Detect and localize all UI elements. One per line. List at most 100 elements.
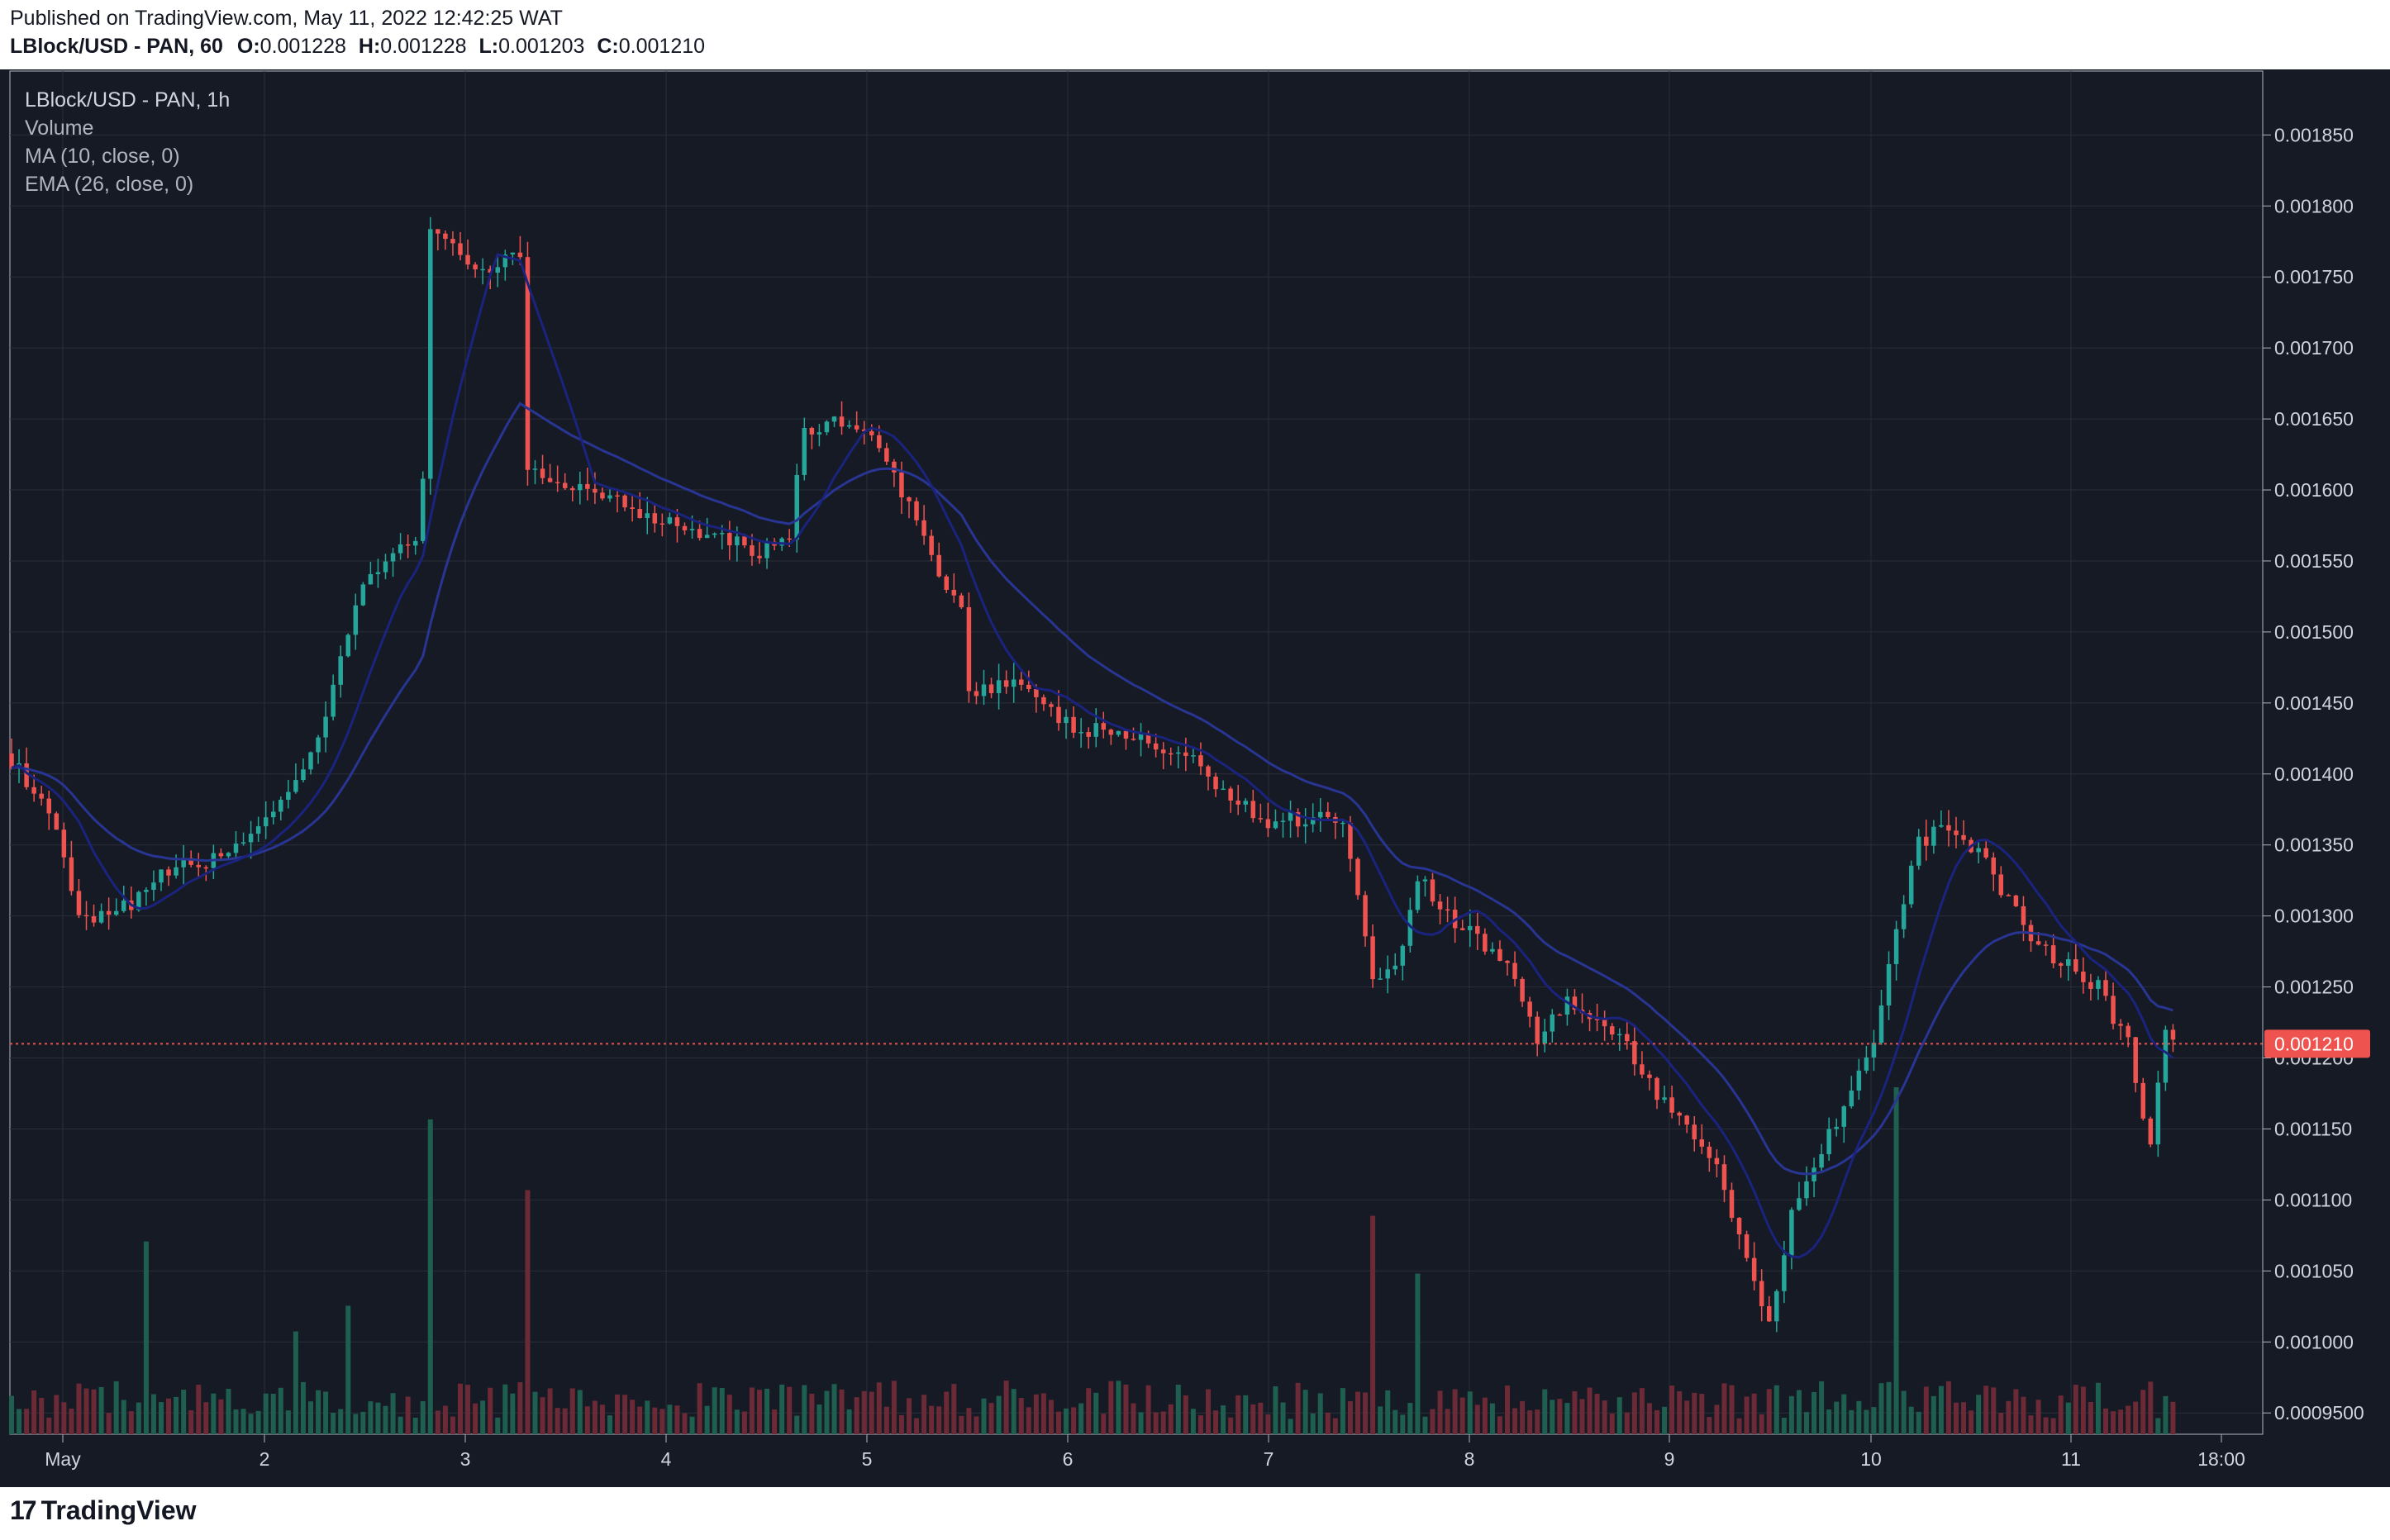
candle [704,517,710,539]
volume-bar [1378,1406,1383,1434]
candle [757,542,762,564]
candle [443,230,448,250]
candle [1647,1070,1652,1091]
candle [271,801,276,825]
low-value: 0.001203 [498,35,585,58]
y-tick-label: 0.0009500 [2274,1402,2364,1424]
volume-bar [1183,1395,1188,1434]
volume-bar [1923,1386,1929,1434]
volume-bar [1819,1381,1825,1434]
volume-bar [1594,1393,1600,1434]
price-chart[interactable]: 0.001850 0.001800 0.001750 0.001700 0.001650… [0,69,2390,1487]
candle-body [113,910,119,915]
candle-body [1625,1034,1630,1042]
candle-body [91,916,97,923]
candle [144,886,149,906]
volume-bar [24,1409,30,1434]
volume-bar [1796,1390,1802,1434]
candle [2148,1116,2154,1148]
volume-bar [1916,1411,1921,1434]
candle-body [846,425,852,427]
candle-body [121,900,126,911]
volume-bar [1692,1392,1697,1434]
volume-bar [1557,1399,1563,1434]
candle-body [1310,817,1316,825]
candle-body [151,882,156,891]
volume-bar [270,1393,276,1434]
tradingview-logo[interactable]: 17 TradingView [10,1495,197,1526]
candle [1340,819,1345,838]
plot-frame [9,70,2264,1435]
candle-body [450,239,455,244]
candle [1475,912,1480,950]
candle [1415,875,1421,914]
volume-bar [1400,1414,1406,1434]
candle [981,669,987,706]
volume-bar [869,1391,874,1434]
candle [667,512,673,525]
candle [166,866,171,886]
legend-volume[interactable]: Volume [25,116,94,140]
candle-body [1744,1234,1750,1258]
volume-bar [1616,1397,1622,1434]
candle-body [1078,732,1083,734]
volume-bar [794,1415,800,1434]
volume-bar [1788,1395,1794,1434]
volume-bar [1684,1400,1690,1434]
candle [1527,996,1532,1028]
candle [1363,891,1368,947]
volume-bar [779,1384,785,1434]
volume-bar [2155,1418,2161,1434]
legend-ma[interactable]: MA (10, close, 0) [25,145,180,168]
candle [151,870,156,901]
volume-bar [1639,1388,1645,1434]
candle [1191,747,1196,763]
candle-body [2163,1029,2169,1083]
candle-body [1064,716,1069,724]
candle-body [76,891,82,915]
candle-body [1736,1218,1742,1235]
candle-body [1572,996,1578,1010]
candle-body [1340,822,1345,825]
candle-body [1893,929,1899,964]
volume-bar [697,1383,702,1434]
candle-body [944,576,949,590]
candle [286,779,291,809]
candle [1273,809,1278,829]
volume-bar [577,1390,583,1434]
candle [2140,1077,2145,1121]
candle-body [510,252,516,255]
candle-body [562,482,568,488]
candle [1654,1077,1659,1110]
candle-body [1841,1106,1846,1127]
candle-body [1849,1091,1854,1107]
y-tick-label: 0.001000 [2274,1331,2354,1352]
candle-body [98,910,104,923]
candle-body [136,891,141,910]
volume-bar [1168,1404,1174,1434]
volume-bar [981,1398,987,1434]
candle [121,885,126,913]
candle [1430,872,1435,906]
candle [929,530,934,562]
volume-bar [2065,1402,2071,1434]
legend-ema[interactable]: EMA (26, close, 0) [25,173,194,196]
candle [1093,708,1098,748]
volume-bar [1908,1406,1914,1434]
candle-body [46,798,51,814]
candle-body [1430,879,1435,902]
volume-bar [921,1395,927,1434]
candle-body [674,517,680,526]
candle [345,633,350,658]
candle-body [600,492,605,499]
candle [824,420,830,435]
candle [480,258,485,285]
candle-body [1138,734,1144,740]
volume-bar [83,1388,89,1434]
candle [353,593,359,650]
candle-body [1707,1146,1712,1158]
candle-body [502,254,508,268]
candle-body [293,780,298,792]
candle-body [1011,679,1016,687]
candle-body [802,427,807,475]
